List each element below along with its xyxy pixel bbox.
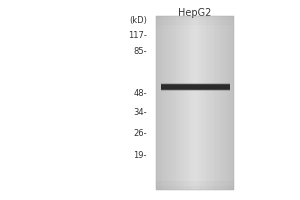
- Bar: [181, 16, 182, 190]
- Bar: [160, 83, 230, 91]
- Bar: [190, 16, 192, 190]
- Bar: [208, 16, 209, 190]
- Text: 85-: 85-: [134, 46, 147, 55]
- Bar: [170, 16, 172, 190]
- Bar: [167, 16, 169, 190]
- Bar: [206, 16, 208, 190]
- Bar: [221, 16, 223, 190]
- Bar: [169, 16, 170, 190]
- Bar: [217, 16, 218, 190]
- Bar: [215, 16, 217, 190]
- Bar: [172, 16, 173, 190]
- Bar: [228, 16, 229, 190]
- Bar: [160, 84, 230, 90]
- Bar: [156, 16, 234, 20]
- Bar: [203, 16, 204, 190]
- Bar: [158, 16, 159, 190]
- Text: 26-: 26-: [134, 129, 147, 138]
- Bar: [156, 186, 234, 190]
- Bar: [182, 16, 184, 190]
- Bar: [165, 16, 167, 190]
- Bar: [212, 16, 214, 190]
- Bar: [179, 16, 181, 190]
- Bar: [229, 16, 231, 190]
- Bar: [156, 181, 234, 186]
- Bar: [176, 16, 178, 190]
- Bar: [160, 84, 230, 90]
- Bar: [187, 16, 189, 190]
- Bar: [211, 16, 212, 190]
- Text: HepG2: HepG2: [178, 8, 212, 18]
- Bar: [200, 16, 201, 190]
- Text: (kD): (kD): [129, 16, 147, 24]
- Bar: [226, 16, 228, 190]
- Bar: [214, 16, 215, 190]
- Bar: [194, 16, 195, 190]
- Bar: [223, 16, 225, 190]
- Bar: [162, 16, 164, 190]
- Text: 34-: 34-: [134, 108, 147, 117]
- Bar: [209, 16, 211, 190]
- Bar: [186, 16, 187, 190]
- Bar: [204, 16, 206, 190]
- Bar: [156, 20, 234, 25]
- Bar: [225, 16, 226, 190]
- Bar: [196, 16, 198, 190]
- Bar: [231, 16, 232, 190]
- Bar: [160, 85, 230, 89]
- Text: 48-: 48-: [134, 88, 147, 98]
- Bar: [178, 16, 179, 190]
- Bar: [198, 16, 200, 190]
- Bar: [189, 16, 190, 190]
- Bar: [184, 16, 186, 190]
- Text: 19-: 19-: [134, 151, 147, 160]
- Bar: [161, 16, 162, 190]
- Bar: [156, 16, 158, 190]
- Bar: [192, 16, 194, 190]
- Bar: [201, 16, 203, 190]
- Bar: [195, 16, 196, 190]
- Bar: [156, 25, 234, 29]
- Bar: [232, 16, 234, 190]
- Bar: [164, 16, 165, 190]
- Bar: [173, 16, 175, 190]
- Bar: [220, 16, 221, 190]
- Text: 117-: 117-: [128, 30, 147, 40]
- Bar: [159, 16, 161, 190]
- Bar: [156, 16, 234, 190]
- Bar: [156, 16, 234, 190]
- Bar: [175, 16, 176, 190]
- Bar: [218, 16, 220, 190]
